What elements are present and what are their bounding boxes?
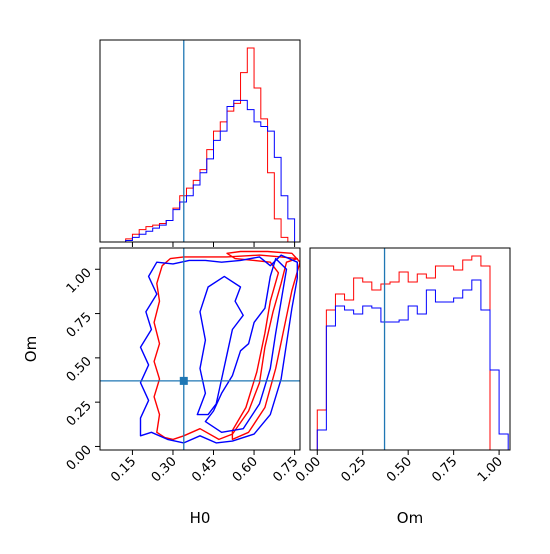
hist-om-series-blue <box>316 279 509 450</box>
contour-ytick-label-4: 1.00 <box>64 265 95 296</box>
contour-blue-2 <box>139 254 298 444</box>
contour-ytick-label-3: 0.75 <box>64 310 95 341</box>
contour-blue-3 <box>204 257 288 433</box>
contour-frame <box>99 247 301 451</box>
hist-om-xtick-label-3: 0.75 <box>429 454 460 485</box>
hist-om-xtick-label-0: 0.00 <box>293 454 324 485</box>
hist-om-xtick-label-2: 0.50 <box>384 454 415 485</box>
panel-hist-om: 0.00 0.25 0.50 0.75 1.00 Om <box>293 247 511 527</box>
hist-h0-frame <box>99 39 301 243</box>
contour-xtick-label-0: 0.15 <box>108 454 139 485</box>
contour-red-1 <box>226 250 300 441</box>
panel-hist-h0 <box>99 39 301 247</box>
hist-om-series-red <box>316 255 500 451</box>
panel-contour-h0-om: 0.15 0.30 0.45 0.60 0.750.000.250.500.751.00… <box>22 247 301 527</box>
contour-xlabel: H0 <box>190 509 211 527</box>
contour-xtick-label-3: 0.60 <box>230 454 261 485</box>
contour-ytick-label-0: 0.00 <box>64 443 95 474</box>
contour-ytick-label-1: 0.25 <box>64 398 95 429</box>
contour-blue-4 <box>196 275 244 416</box>
contour-ylabel: Om <box>22 336 40 362</box>
hist-h0-series-blue <box>118 99 296 243</box>
hist-om-xtick-label-4: 1.00 <box>475 454 506 485</box>
hist-om-frame <box>309 247 511 451</box>
contour-xtick-label-1: 0.30 <box>149 454 180 485</box>
hist-om-xlabel: Om <box>397 509 423 527</box>
contour-xtick-label-2: 0.45 <box>189 454 220 485</box>
contour-red-0 <box>153 254 298 441</box>
hist-h0-series-red <box>118 47 295 243</box>
contour-lines <box>139 250 300 444</box>
contour-truth-marker <box>179 376 188 385</box>
hist-om-xtick-label-1: 0.25 <box>338 454 369 485</box>
contour-ytick-label-2: 0.50 <box>64 354 95 385</box>
